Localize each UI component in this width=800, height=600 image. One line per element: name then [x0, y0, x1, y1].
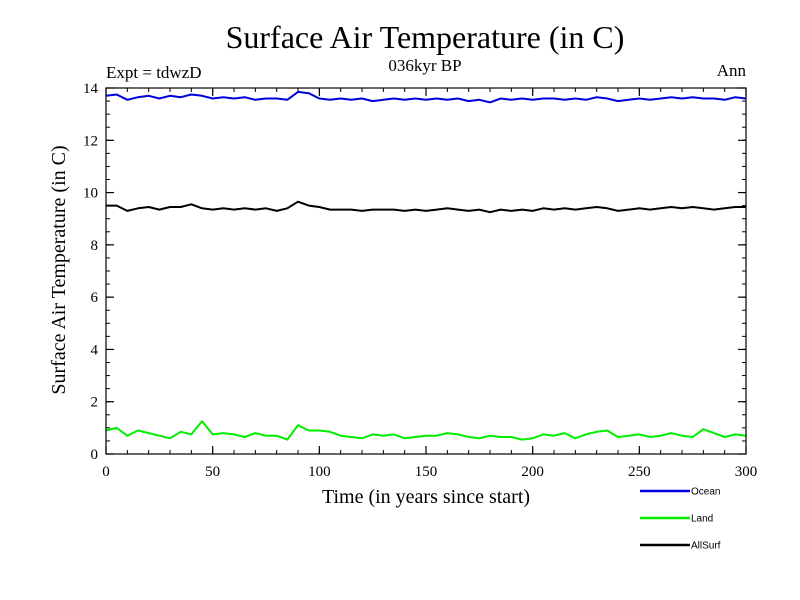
- legend: Ocean Land AllSurf: [640, 487, 721, 552]
- y-axis-label: Surface Air Temperature (in C): [48, 145, 70, 394]
- x-tick-label: 250: [628, 464, 651, 480]
- series-layer: [105, 90, 747, 441]
- x-tick-label: 200: [521, 464, 544, 480]
- experiment-label: Expt = tdwzD: [106, 63, 202, 82]
- series-line-allsurf: [106, 200, 746, 214]
- series-line-ocean: [105, 90, 747, 104]
- period-label: Ann: [717, 61, 747, 80]
- x-tick-label: 0: [102, 464, 110, 480]
- x-axis-label: Time (in years since start): [322, 486, 530, 508]
- x-tick-label: 150: [415, 464, 438, 480]
- y-tick-label: 12: [83, 133, 98, 149]
- y-tick-label: 2: [91, 395, 99, 411]
- axis-ticks: 0 50 100 150 200 250 300 0 2 4 6 8 10 12 14: [83, 81, 757, 480]
- y-tick-label: 10: [83, 186, 98, 202]
- y-tick-label: 4: [91, 342, 99, 358]
- y-tick-label: 8: [91, 238, 99, 254]
- chart-title: Surface Air Temperature (in C): [226, 19, 625, 55]
- legend-label-land: Land: [691, 514, 713, 525]
- x-tick-label: 300: [735, 464, 758, 480]
- chart-subtitle: 036kyr BP: [388, 56, 461, 75]
- legend-label-allsurf: AllSurf: [691, 541, 721, 552]
- x-tick-label: 100: [308, 464, 331, 480]
- y-tick-label: 0: [91, 447, 99, 463]
- y-tick-label: 6: [91, 290, 99, 306]
- series-line-land: [105, 420, 747, 441]
- plot-frame: [105, 87, 747, 455]
- y-tick-label: 14: [83, 81, 99, 97]
- legend-label-ocean: Ocean: [691, 487, 720, 498]
- x-tick-label: 50: [205, 464, 220, 480]
